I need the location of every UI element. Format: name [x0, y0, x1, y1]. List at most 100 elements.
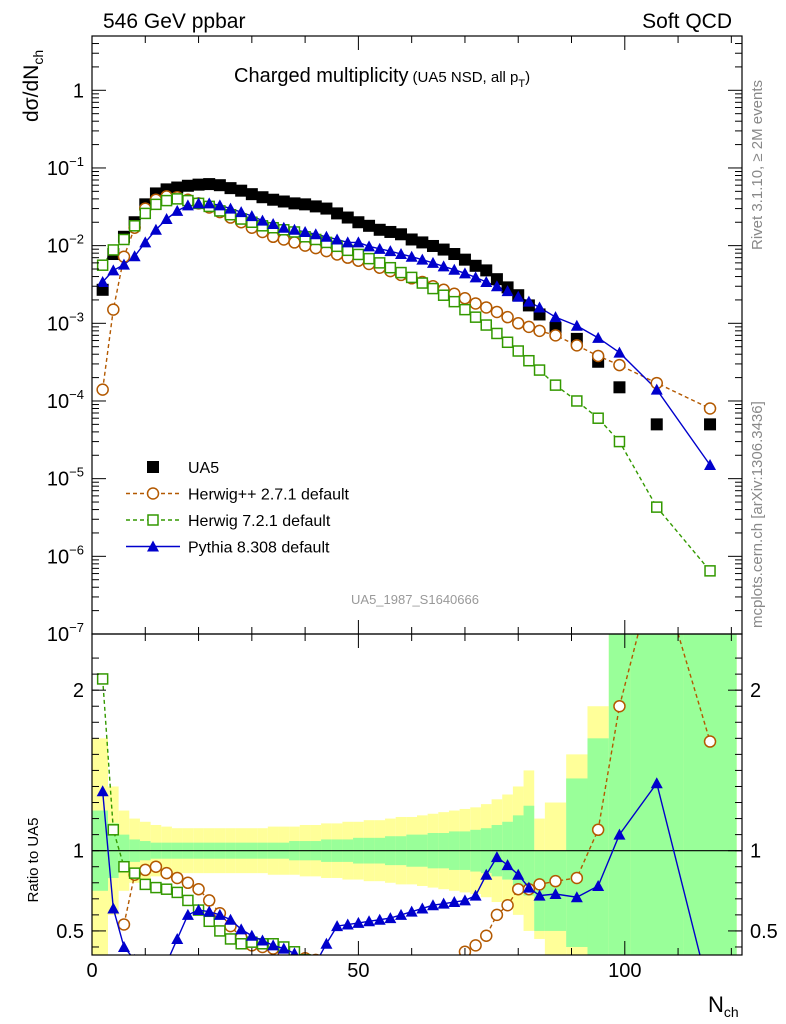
ratio-point [549, 874, 562, 888]
ratio-point [373, 913, 386, 925]
data-point [592, 331, 605, 343]
data-point [703, 402, 717, 415]
ratio-point [213, 908, 226, 920]
legend-label: Herwig 7.2.1 default [188, 513, 331, 530]
energy-label: 546 GeV ppbar [103, 10, 245, 33]
y-tick-label: 10−6 [47, 542, 84, 568]
data-point [331, 207, 344, 220]
data-point [512, 290, 525, 302]
ratio-point [438, 958, 449, 969]
subtitle-end: ) [525, 69, 530, 86]
data-point [592, 412, 604, 424]
x-axis-label-sub: ch [724, 1004, 739, 1020]
ratio-point [202, 894, 216, 907]
data-point [160, 194, 173, 207]
data-point [118, 233, 130, 246]
mcplots-label: mcplots.cern.ch [arXiv:1306.3436] [749, 401, 766, 628]
ratio-point [118, 860, 130, 873]
data-point [437, 289, 450, 301]
y-tick-label: 10−4 [47, 387, 84, 413]
data-point [256, 214, 269, 226]
legend-label: Pythia 8.308 default [188, 540, 330, 557]
y-tick-exponent: −2 [69, 232, 84, 247]
data-point [309, 228, 322, 240]
ratio-point [363, 915, 376, 927]
ratio-point [332, 958, 343, 969]
data-point [320, 202, 333, 215]
data-point [501, 336, 514, 349]
ratio-point [171, 932, 184, 944]
ratio-point [171, 886, 183, 899]
ratio-tick-label-left: 2 [73, 680, 84, 702]
data-point [501, 310, 514, 324]
ratio-tick-label-left: 0.5 [56, 921, 84, 943]
ratio-point [406, 958, 417, 969]
data-point [458, 292, 472, 305]
data-point [459, 303, 471, 316]
y-tick-base: 10 [47, 624, 69, 646]
ratio-point [277, 942, 290, 954]
ratio-point [533, 889, 546, 901]
data-point [458, 253, 471, 266]
y-tick-label: 10−5 [47, 465, 84, 491]
data-point [437, 243, 450, 256]
data-point [651, 501, 663, 513]
y-tick-label: 10−1 [47, 154, 84, 180]
ratio-point [311, 958, 321, 968]
data-point [448, 295, 461, 308]
ratio-point [139, 957, 151, 968]
x-tick-label: 100 [608, 960, 641, 982]
ratio-tick-label-right: 2 [750, 680, 761, 702]
data-point [704, 418, 717, 431]
ratio-point [426, 899, 439, 911]
data-point [480, 301, 493, 314]
data-point [181, 199, 194, 211]
data-point [245, 188, 258, 201]
data-point [320, 230, 333, 242]
data-point [395, 228, 408, 241]
ratio-uncertainty-bands [92, 634, 742, 955]
ratio-point [290, 947, 299, 955]
ratio-point [592, 879, 605, 891]
data-point [571, 395, 583, 407]
data-point [491, 327, 503, 340]
x-tick-label: 0 [86, 960, 97, 982]
ratio-point [480, 929, 493, 942]
ratio-point [650, 777, 663, 789]
data-point [341, 211, 354, 224]
data-point [405, 271, 418, 284]
y-tick-label: 10−7 [47, 620, 84, 646]
ratio-point [427, 958, 438, 969]
data-point [363, 240, 376, 252]
ratio-point [107, 902, 120, 914]
y-tick-exponent: −7 [69, 620, 84, 635]
ratio-point [570, 891, 583, 903]
ratio-point [299, 954, 311, 955]
ratio-point [117, 918, 131, 931]
data-point [613, 435, 626, 448]
data-point [235, 184, 248, 197]
ratio-point [203, 905, 216, 917]
ratio-point [384, 912, 397, 924]
ratio-point [182, 894, 194, 907]
data-point [522, 320, 536, 334]
ratio-point [224, 913, 237, 925]
x-ticks: 0 50 100 [86, 36, 732, 982]
y-tick-base: 10 [47, 236, 69, 258]
ratio-point [490, 851, 503, 863]
ratio-point [437, 897, 450, 909]
legend-entry: UA5 [147, 460, 219, 477]
ratio-point [405, 905, 418, 917]
data-point [139, 236, 152, 248]
y-axis-label-main: dσ/dN [20, 65, 43, 122]
data-point [511, 317, 525, 330]
ratio-point [320, 937, 333, 949]
legend-label: UA5 [188, 460, 219, 477]
data-point [405, 233, 418, 246]
data-point [533, 301, 546, 313]
data-point [501, 285, 514, 297]
stat-uncertainty-band [608, 634, 631, 955]
ratio-point [235, 923, 248, 935]
ratio-point [192, 882, 205, 896]
